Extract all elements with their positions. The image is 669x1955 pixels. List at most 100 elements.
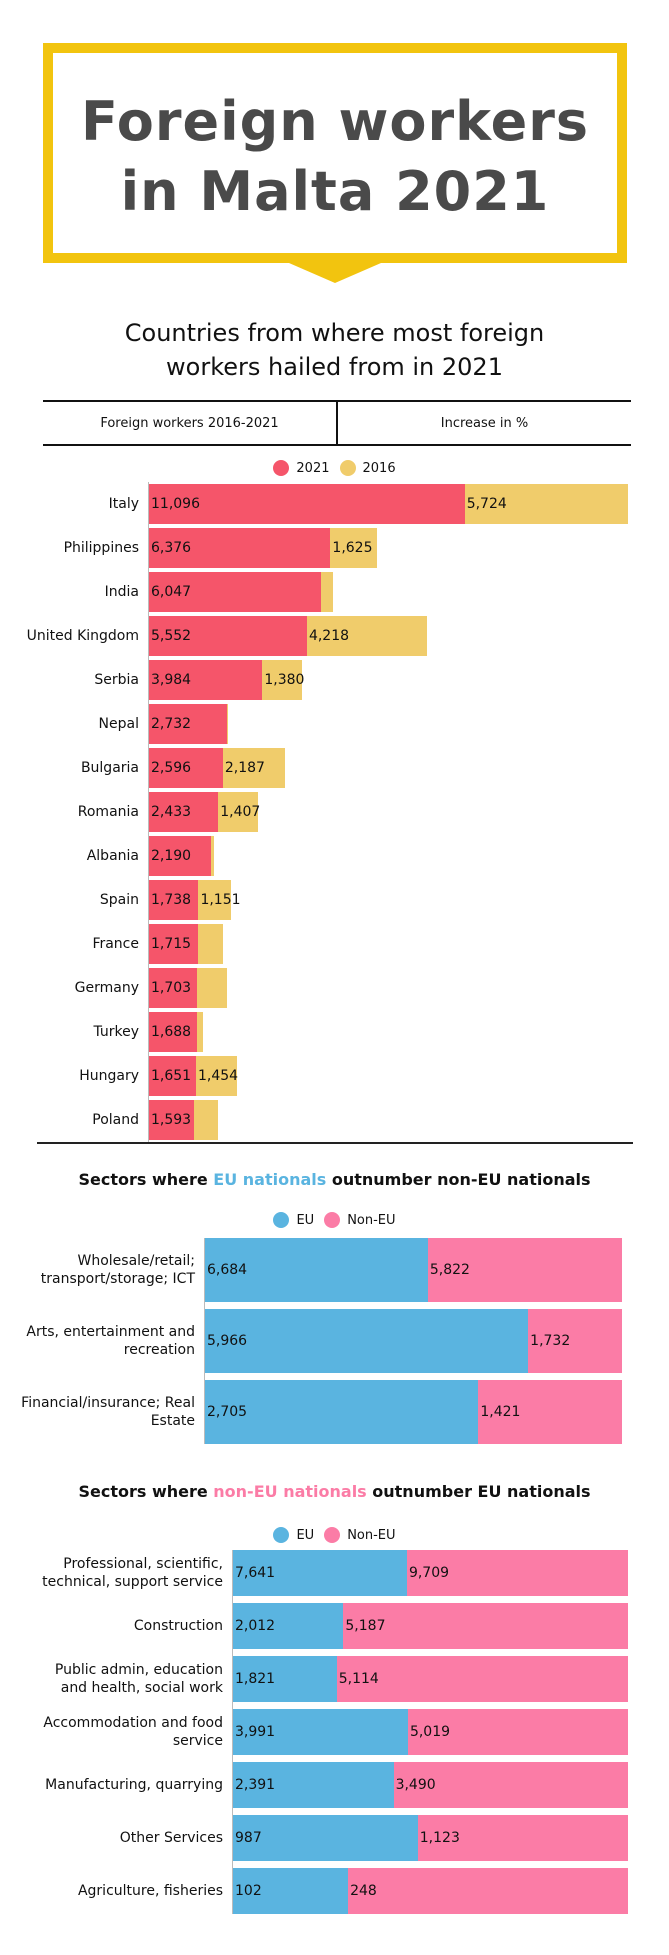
bar-2016-france: [197, 924, 224, 964]
bar-2021-france: [149, 924, 198, 964]
chart2-legend: EU Non-EU: [0, 1210, 669, 1230]
legend-label-eu: EU: [296, 1212, 315, 1228]
value-eu-professional-scientific-technical-support-service: 7,641: [235, 1565, 276, 1581]
category-label-construction: Construction: [133, 1618, 223, 1634]
bar-2021-turkey: [149, 1012, 198, 1052]
category-label-united-kingdom: United Kingdom: [26, 628, 139, 644]
legend-item-eu-2: EU: [273, 1527, 314, 1543]
category-label-financial-insurance-real-estate: Financial/insurance; Real Estate: [21, 1395, 195, 1429]
value-2016-spain: 1,151: [200, 892, 241, 908]
tab-increase-percent[interactable]: Increase in %: [336, 402, 631, 444]
value-2021-united-kingdom: 5,552: [151, 628, 192, 644]
bar-2016-romania: [218, 792, 259, 832]
bar-eu-arts-entertainment-and-recreation: [205, 1309, 529, 1373]
value-2021-hungary: 1,651: [151, 1068, 192, 1084]
value-non-eu-accommodation-and-food-service: 5,019: [409, 1724, 451, 1740]
category-label-bulgaria: Bulgaria: [80, 760, 139, 776]
bar-2016-hungary: [195, 1056, 238, 1096]
bar-2016-turkey: [197, 1012, 203, 1052]
bar-non-eu-agriculture-fisheries: [348, 1868, 628, 1914]
bar-eu-financial-insurance-real-estate: [205, 1380, 479, 1444]
bar-eu-wholesale-retail-transport-storage-ict: [205, 1238, 428, 1302]
bar-2016-india: [321, 572, 333, 612]
bar-2021-india: [149, 572, 322, 612]
bar-eu-other-services: [233, 1815, 418, 1861]
bar-eu-accommodation-and-food-service: [233, 1709, 408, 1755]
legend-label-2016: 2016: [362, 460, 396, 476]
bar-non-eu-financial-insurance-real-estate: [478, 1380, 622, 1444]
bar-eu-construction: [233, 1603, 344, 1649]
bar-non-eu-public-admin-education-and-health-social-work: [336, 1656, 628, 1702]
bar-non-eu-construction: [343, 1603, 628, 1649]
bar-2016-nepal: [226, 704, 229, 744]
value-2021-bulgaria: 2,596: [151, 760, 192, 776]
value-2016-philippines: 1,625: [332, 540, 373, 556]
eu-title-part1: Sectors where: [78, 1170, 214, 1189]
value-eu-arts-entertainment-and-recreation: 5,966: [207, 1333, 248, 1349]
category-label-public-admin-education-and-health-social-work: Public admin, education and health, soci…: [54, 1662, 223, 1696]
section-divider: [37, 1142, 633, 1144]
value-2016-united-kingdom: 4,218: [308, 628, 350, 644]
legend-label-non-eu-2: Non-EU: [347, 1527, 396, 1543]
bar-2021-spain: [149, 880, 199, 920]
category-label-professional-scientific-technical-support-service: Professional, scientific, technical, sup…: [42, 1556, 223, 1590]
category-label-accommodation-and-food-service: Accommodation and food service: [43, 1715, 223, 1749]
category-label-poland: Poland: [92, 1112, 139, 1128]
bar-2021-albania: [149, 836, 212, 876]
category-label-germany: Germany: [74, 980, 139, 996]
legend-label-eu-2: EU: [296, 1527, 315, 1543]
value-2021-italy: 11,096: [151, 496, 200, 512]
bar-non-eu-accommodation-and-food-service: [407, 1709, 628, 1755]
bar-2016-bulgaria: [222, 748, 286, 788]
section-heading: Countries from where most foreign worker…: [124, 319, 545, 381]
bar-non-eu-arts-entertainment-and-recreation: [528, 1309, 622, 1373]
value-2016-romania: 1,407: [220, 804, 261, 820]
value-2016-italy: 5,724: [466, 496, 507, 512]
value-non-eu-construction: 5,187: [345, 1618, 386, 1634]
bar-2021-germany: [149, 968, 198, 1008]
legend-item-2021: 2021: [273, 460, 330, 476]
non-eu-sectors-title: Sectors where non-EU nationals outnumber…: [0, 1482, 669, 1501]
value-2021-turkey: 1,688: [151, 1024, 192, 1040]
bar-eu-professional-scientific-technical-support-service: [233, 1550, 407, 1596]
bar-eu-public-admin-education-and-health-social-work: [233, 1656, 337, 1702]
tab-bar: Foreign workers 2016-2021 Increase in %: [43, 400, 631, 446]
bar-2016-united-kingdom: [306, 616, 427, 656]
bar-2021-romania: [149, 792, 219, 832]
bar-2021-italy: [149, 484, 465, 524]
value-eu-public-admin-education-and-health-social-work: 1,821: [235, 1671, 276, 1687]
bar-2021-bulgaria: [149, 748, 223, 788]
value-2021-poland: 1,593: [151, 1112, 192, 1128]
category-label-india: India: [104, 584, 139, 600]
legend-dot-2021: [273, 460, 290, 476]
value-non-eu-manufacturing-quarrying: 3,490: [395, 1777, 436, 1793]
bar-non-eu-wholesale-retail-transport-storage-ict: [427, 1238, 622, 1302]
tab-foreign-workers[interactable]: Foreign workers 2016-2021: [100, 415, 279, 431]
value-non-eu-wholesale-retail-transport-storage-ict: 5,822: [429, 1262, 470, 1278]
category-label-hungary: Hungary: [79, 1068, 139, 1084]
bar-2021-philippines: [149, 528, 331, 568]
legend-label-non-eu: Non-EU: [347, 1212, 396, 1228]
title-notch: [289, 263, 381, 283]
value-eu-manufacturing-quarrying: 2,391: [235, 1777, 276, 1793]
value-2021-india: 6,047: [151, 584, 192, 600]
value-eu-other-services: 987: [235, 1830, 262, 1846]
bar-2021-nepal: [149, 704, 227, 744]
legend-label-2021: 2021: [296, 460, 330, 476]
category-label-agriculture-fisheries: Agriculture, fisheries: [77, 1883, 223, 1899]
category-label-serbia: Serbia: [94, 672, 139, 688]
bar-2016-serbia: [262, 660, 302, 700]
bar-2016-philippines: [330, 528, 377, 568]
bar-eu-agriculture-fisheries: [233, 1868, 349, 1914]
legend-dot-2016: [339, 460, 356, 476]
value-2021-philippines: 6,376: [151, 540, 192, 556]
bar-non-eu-manufacturing-quarrying: [393, 1762, 628, 1808]
legend-dot-eu: [273, 1212, 290, 1228]
value-2016-serbia: 1,380: [264, 672, 305, 688]
page-title: Foreign workers in Malta 2021: [81, 90, 589, 223]
category-label-arts-entertainment-and-recreation: Arts, entertainment and recreation: [26, 1324, 195, 1358]
chart1-axis: [148, 482, 149, 1142]
legend-dot-eu-2: [273, 1527, 290, 1543]
bar-non-eu-other-services: [417, 1815, 628, 1861]
legend-dot-non-eu: [324, 1212, 341, 1228]
